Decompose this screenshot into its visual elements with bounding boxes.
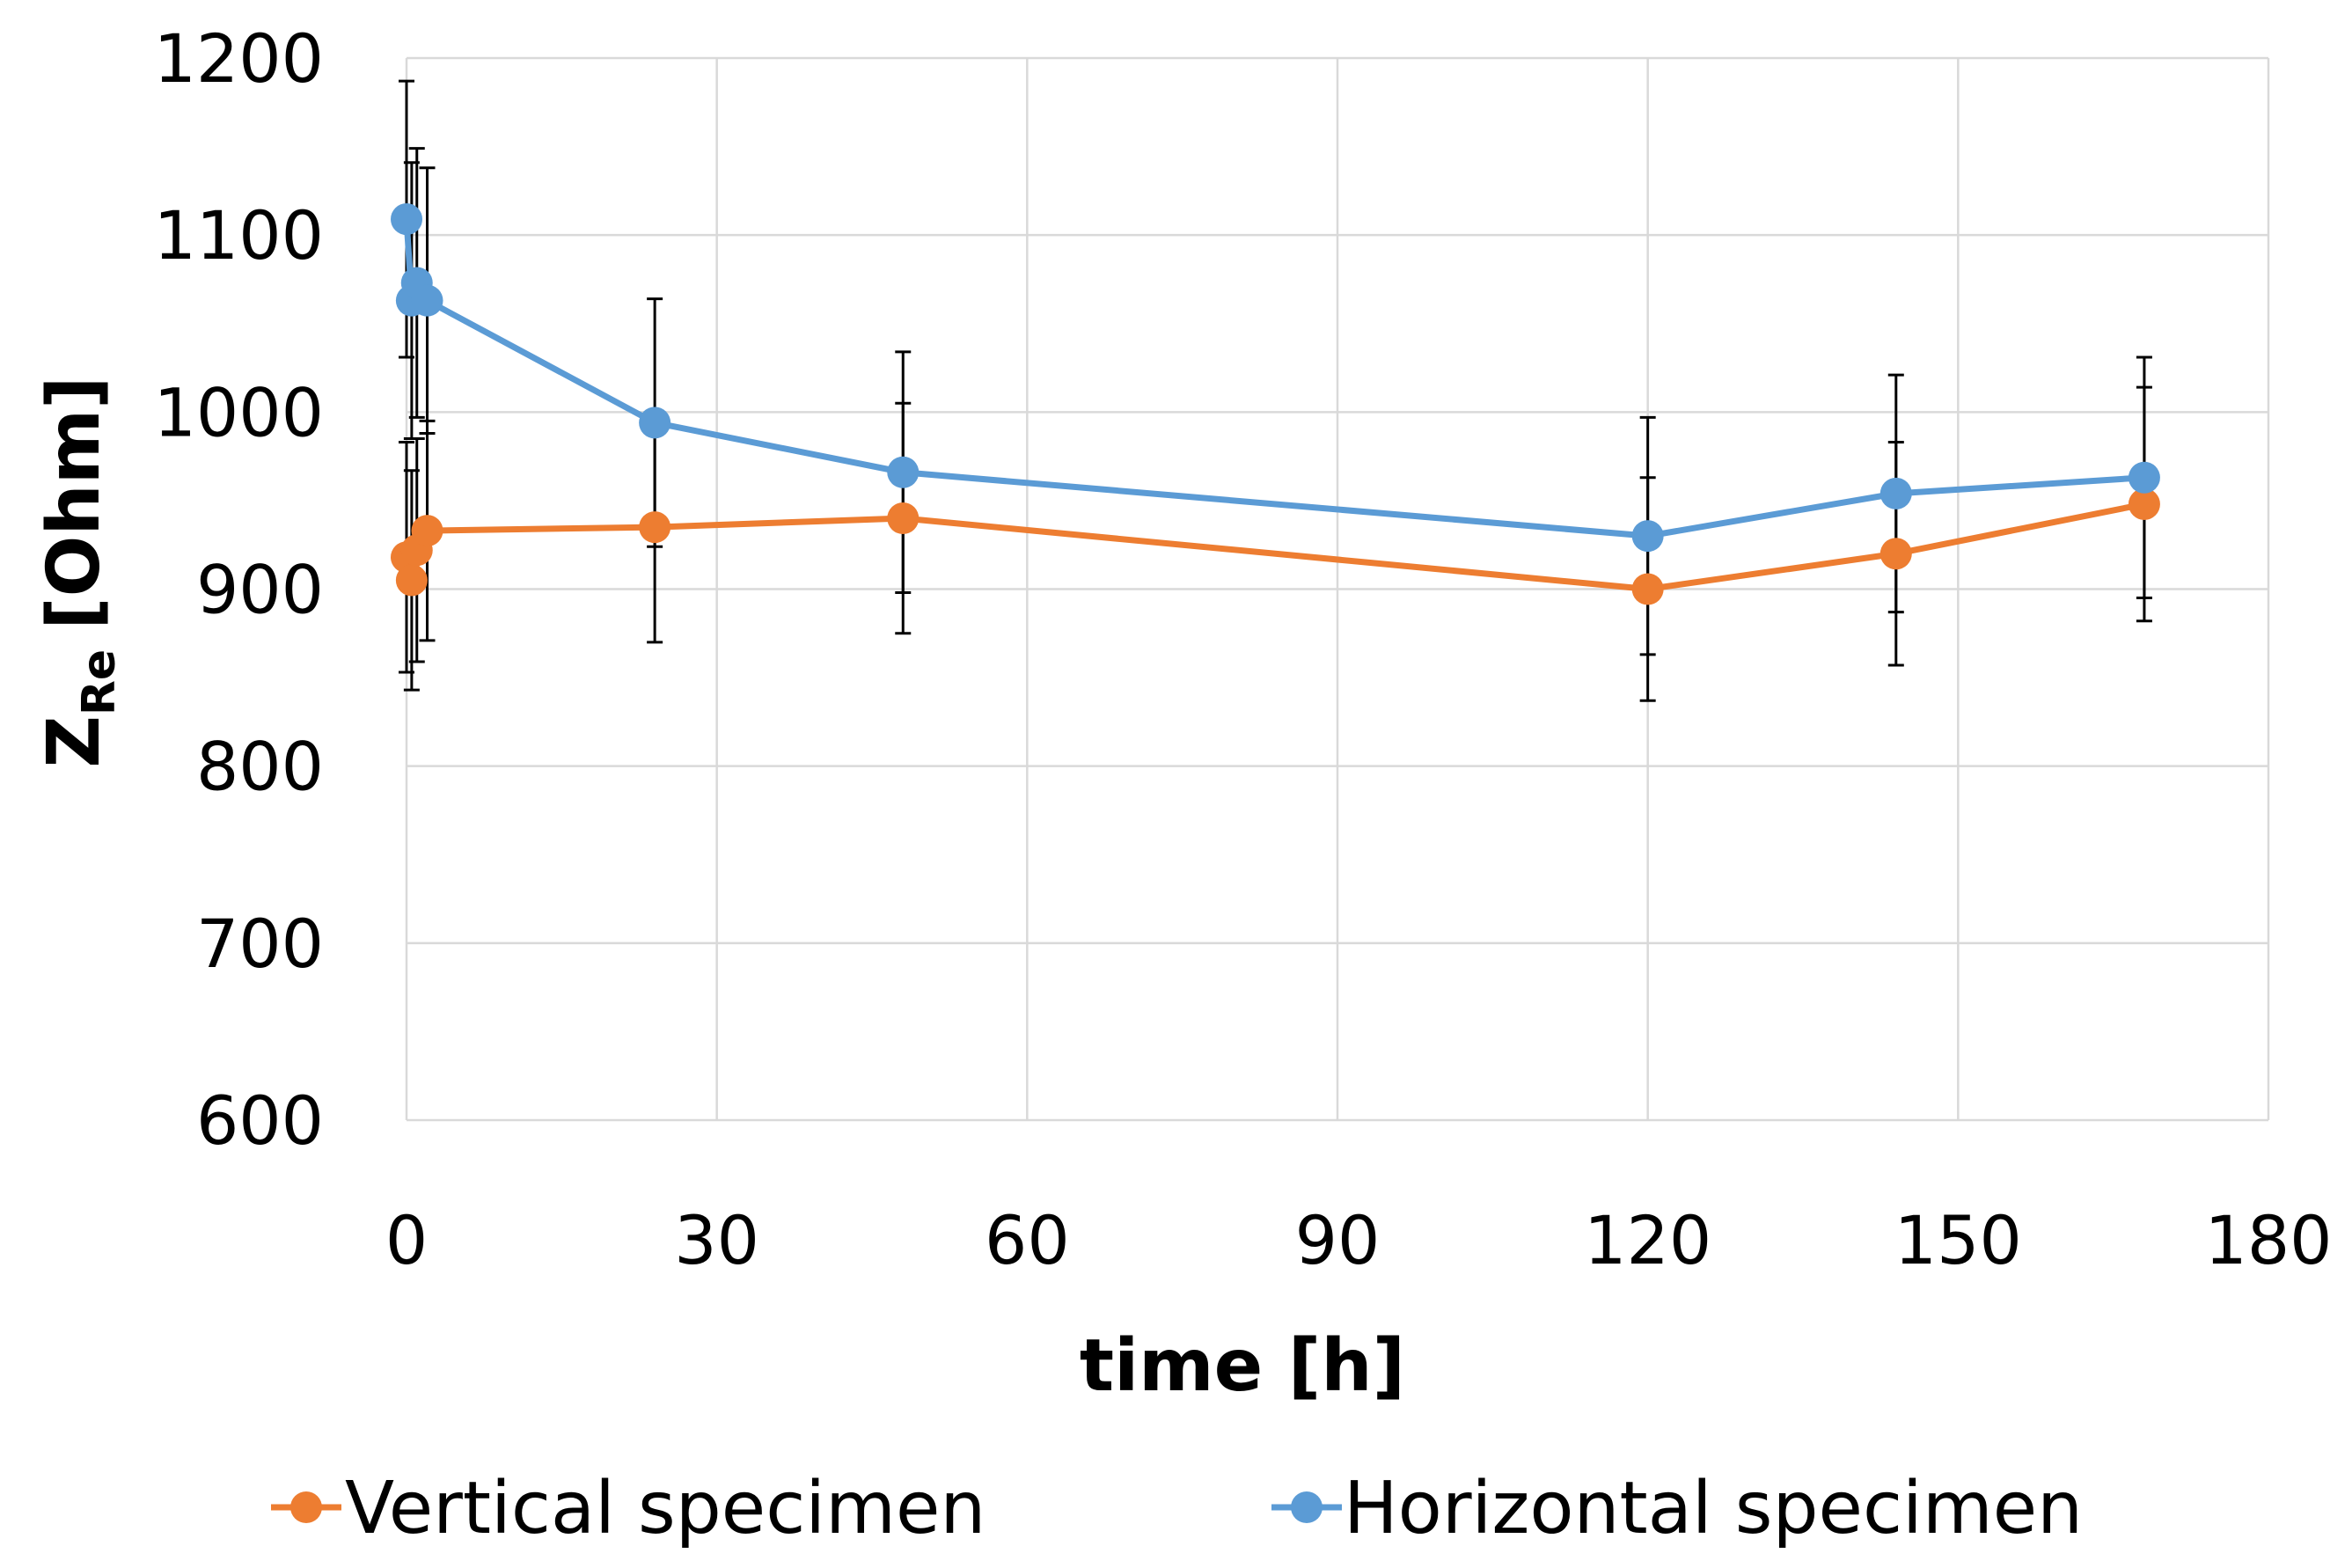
legend-item-horizontal: Horizontal specimen <box>1271 1467 2083 1550</box>
data-point-vertical-specimen-7 <box>1879 538 1912 570</box>
x-axis-ticks: 0 30 60 90 120 150 180 <box>385 1201 2333 1279</box>
series-layer <box>391 79 2160 702</box>
x-tick-label-60: 60 <box>985 1201 1070 1279</box>
y-axis-ticks: 600 700 800 900 1000 1100 1200 <box>154 19 324 1160</box>
x-tick-label-120: 120 <box>1584 1201 1711 1279</box>
series-points <box>391 203 2160 605</box>
data-point-horizontal-specimen-5 <box>887 456 920 488</box>
data-point-vertical-specimen-4 <box>639 511 671 544</box>
x-tick-label-150: 150 <box>1894 1201 2022 1279</box>
grid-lines <box>405 56 2270 1122</box>
legend-item-vertical: Vertical specimen <box>271 1467 985 1550</box>
legend: Vertical specimen Horizontal specimen <box>271 1467 2083 1550</box>
data-point-vertical-specimen-6 <box>1631 573 1664 605</box>
y-tick-label-900: 900 <box>196 551 324 629</box>
y-tick-label-1200: 1200 <box>154 19 324 98</box>
legend-marker-vertical <box>290 1491 322 1523</box>
y-axis-title-main: Z <box>33 715 116 767</box>
y-axis-title-unit: [Ohm] <box>33 376 116 629</box>
x-tick-label-30: 30 <box>674 1201 759 1279</box>
x-tick-label-0: 0 <box>385 1201 428 1279</box>
data-point-horizontal-specimen-8 <box>2128 461 2160 494</box>
data-point-horizontal-specimen-7 <box>1879 477 1912 509</box>
y-tick-label-600: 600 <box>196 1081 324 1160</box>
data-point-horizontal-specimen-6 <box>1631 520 1664 553</box>
y-axis-title-sub: Re <box>73 649 126 715</box>
data-point-horizontal-specimen-3 <box>411 284 443 317</box>
legend-label-vertical: Vertical specimen <box>345 1467 985 1550</box>
data-point-horizontal-specimen-4 <box>639 407 671 439</box>
error-bars <box>399 79 2152 702</box>
x-tick-label-180: 180 <box>2204 1201 2332 1279</box>
data-point-vertical-specimen-3 <box>411 515 443 547</box>
y-axis-title: ZRe [Ohm] <box>33 376 126 767</box>
legend-marker-horizontal <box>1291 1491 1323 1523</box>
data-point-vertical-specimen-8 <box>2128 487 2160 520</box>
x-tick-label-90: 90 <box>1295 1201 1381 1279</box>
y-tick-label-800: 800 <box>196 728 324 806</box>
data-point-vertical-specimen-5 <box>887 502 920 535</box>
y-tick-label-1100: 1100 <box>154 196 324 275</box>
data-point-vertical-specimen-1 <box>395 564 428 597</box>
x-axis-title: time [h] <box>1080 1324 1405 1408</box>
y-tick-label-1000: 1000 <box>154 373 324 451</box>
y-tick-label-700: 700 <box>196 905 324 983</box>
data-point-horizontal-specimen-0 <box>391 203 422 236</box>
legend-label-horizontal: Horizontal specimen <box>1344 1467 2083 1550</box>
